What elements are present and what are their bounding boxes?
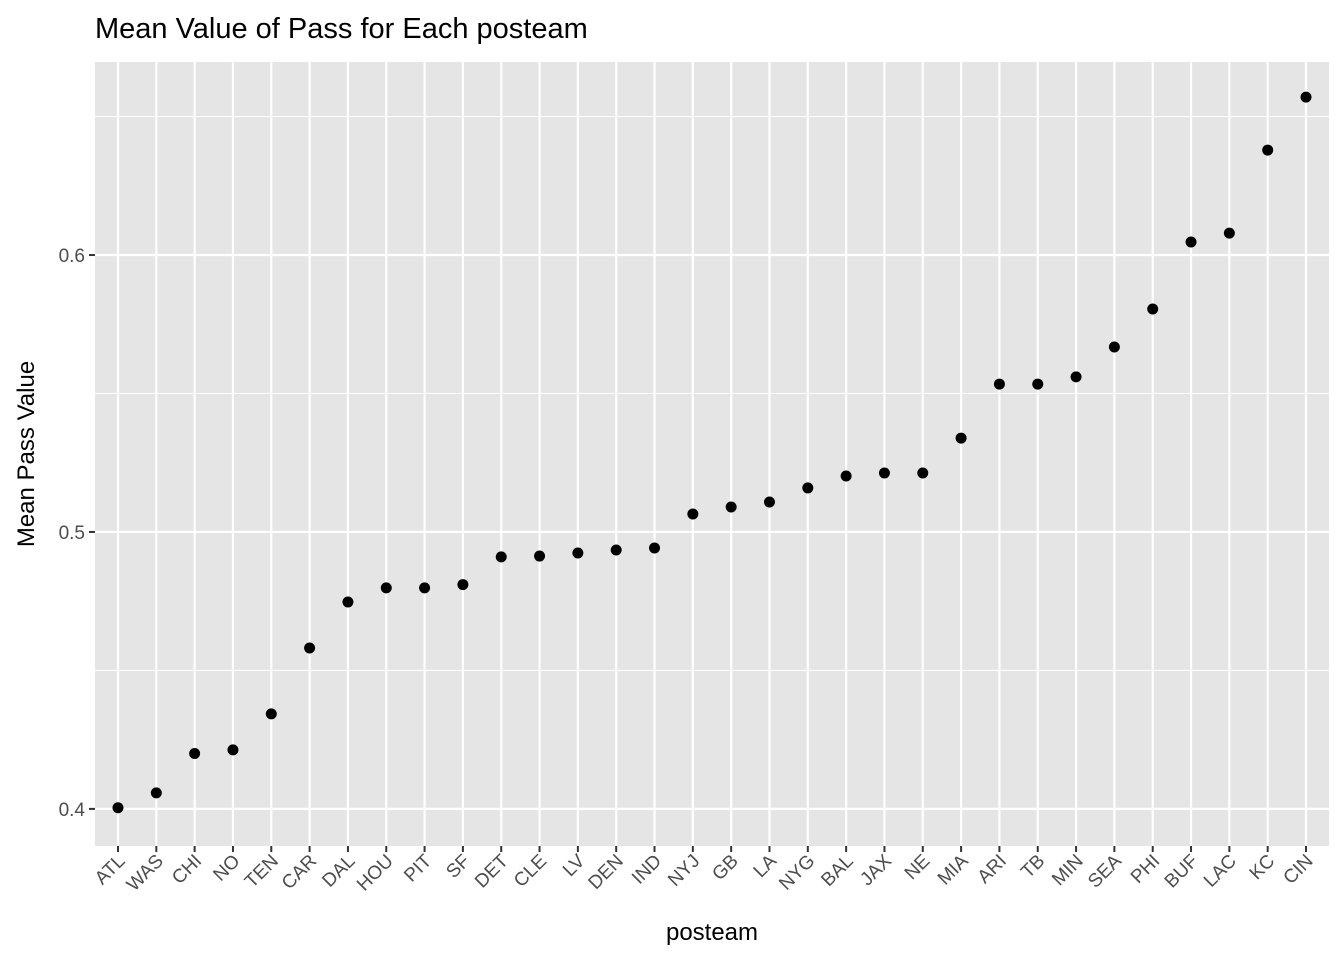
plot-panel bbox=[95, 62, 1329, 846]
x-tick-label: NE bbox=[901, 851, 935, 885]
data-point-ind bbox=[649, 542, 661, 554]
x-tick-label: NYJ bbox=[664, 851, 704, 891]
y-axis-label: Mean Pass Value bbox=[13, 361, 40, 547]
y-axis: 0.4 0.5 0.6 bbox=[59, 246, 95, 821]
x-tick-label: LAC bbox=[1200, 851, 1241, 892]
data-point-jax bbox=[878, 467, 890, 479]
data-point-ne bbox=[917, 467, 929, 479]
x-tick-label: JAX bbox=[856, 850, 896, 890]
grid-lines bbox=[95, 62, 1329, 846]
data-point-car bbox=[304, 642, 316, 654]
x-tick-label: CIN bbox=[1280, 851, 1318, 889]
data-point-sf bbox=[457, 579, 469, 591]
y-tick-label: 0.4 bbox=[59, 800, 86, 821]
y-tick-label: 0.5 bbox=[59, 523, 85, 544]
x-tick-label: ATL bbox=[91, 851, 129, 889]
x-tick-label: PHI bbox=[1127, 851, 1164, 888]
x-tick-label: SF bbox=[442, 851, 474, 883]
x-tick-label: CAR bbox=[278, 851, 321, 894]
data-point-cin bbox=[1300, 91, 1312, 103]
x-tick-label: TB bbox=[1017, 851, 1049, 883]
data-point-nyj bbox=[687, 508, 699, 520]
data-point-dal bbox=[342, 596, 354, 608]
data-point-det bbox=[495, 551, 507, 563]
data-point-lv bbox=[572, 547, 584, 559]
data-point-atl bbox=[112, 802, 124, 814]
data-point-la bbox=[763, 496, 775, 508]
data-point-pit bbox=[419, 582, 431, 594]
data-point-gb bbox=[725, 501, 737, 513]
data-point-min bbox=[1070, 371, 1082, 383]
data-point-mia bbox=[955, 432, 967, 444]
x-tick-label: CLE bbox=[510, 851, 551, 892]
x-tick-label: MIA bbox=[934, 850, 973, 889]
x-axis-label: posteam bbox=[666, 919, 758, 946]
data-point-buf bbox=[1185, 236, 1197, 248]
x-tick-label: TEN bbox=[241, 851, 283, 893]
data-point-sea bbox=[1108, 341, 1120, 353]
x-tick-label: NYG bbox=[775, 851, 819, 895]
x-tick-label: DAL bbox=[318, 851, 359, 892]
x-tick-label: LV bbox=[559, 850, 590, 881]
data-point-ari bbox=[993, 378, 1005, 390]
x-tick-label: DEN bbox=[585, 851, 628, 894]
x-tick-label: HOU bbox=[353, 851, 398, 896]
x-tick-label: KC bbox=[1246, 851, 1280, 885]
data-point-kc bbox=[1262, 144, 1274, 156]
data-point-bal bbox=[840, 470, 852, 482]
data-point-den bbox=[610, 544, 622, 556]
x-tick-label: WAS bbox=[123, 851, 168, 896]
x-tick-label: SEA bbox=[1084, 850, 1126, 892]
data-point-chi bbox=[189, 748, 201, 760]
x-tick-label: LA bbox=[750, 850, 782, 882]
data-point-was bbox=[150, 787, 162, 799]
data-point-tb bbox=[1032, 378, 1044, 390]
x-tick-label: DET bbox=[471, 850, 513, 892]
x-tick-label: IND bbox=[628, 851, 666, 889]
x-tick-label: BAL bbox=[817, 851, 857, 891]
data-points bbox=[112, 91, 1312, 814]
x-tick-label: CHI bbox=[168, 851, 206, 889]
data-point-cle bbox=[534, 550, 546, 562]
x-tick-label: ARI bbox=[974, 851, 1011, 888]
y-tick-label: 0.6 bbox=[59, 246, 85, 267]
x-tick-label: BUF bbox=[1161, 851, 1203, 893]
data-point-hou bbox=[380, 582, 392, 594]
x-tick-label: NO bbox=[209, 851, 244, 886]
chart-title: Mean Value of Pass for Each posteam bbox=[95, 13, 588, 45]
data-point-nyg bbox=[802, 482, 814, 494]
data-point-ten bbox=[265, 708, 277, 720]
data-point-phi bbox=[1147, 303, 1159, 315]
x-tick-label: MIN bbox=[1048, 851, 1087, 890]
x-tick-label: GB bbox=[708, 851, 742, 885]
data-point-no bbox=[227, 744, 239, 756]
data-point-lac bbox=[1223, 227, 1235, 239]
x-tick-label: PIT bbox=[400, 850, 436, 886]
